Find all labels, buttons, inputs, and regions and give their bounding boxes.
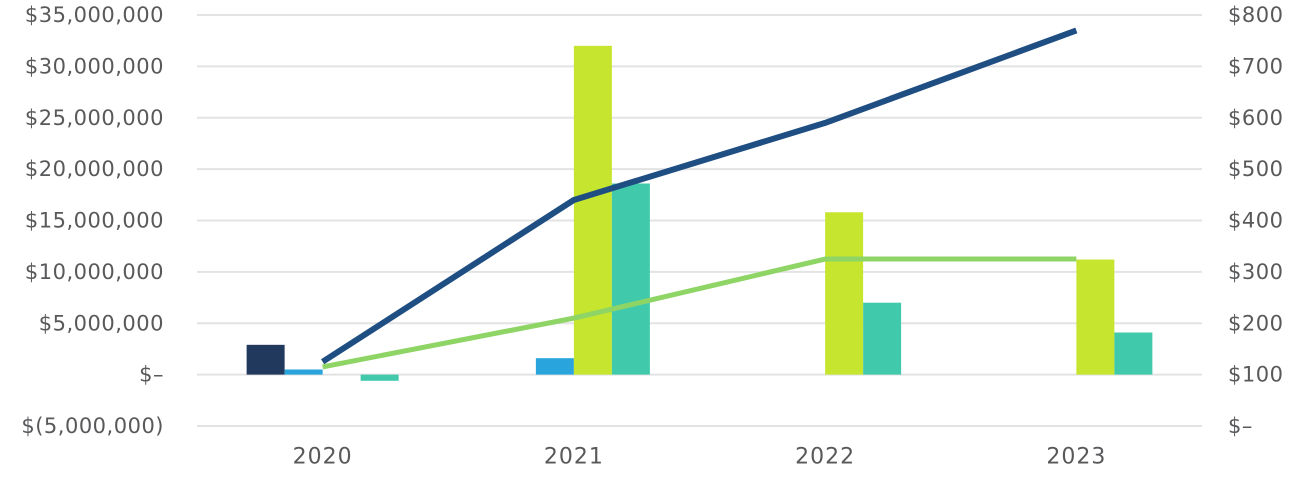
x-axis-label-2023: 2023: [1046, 445, 1106, 470]
bar-chartreuse-bars-2021: [573, 45, 612, 375]
right-axis-tick-label: $100: [1228, 363, 1283, 387]
left-axis-tick-label: $15,000,000: [25, 209, 164, 233]
left-axis-tick-label: $30,000,000: [25, 54, 164, 78]
bar-chartreuse-bars-2023: [1076, 259, 1115, 375]
right-axis-tick-label: $600: [1228, 106, 1283, 130]
green-line: [322, 256, 1077, 370]
left-axis-tick-label: $10,000,000: [25, 260, 164, 284]
x-axis-labels: 2020 2021 2022 2023: [293, 445, 1106, 470]
left-axis-tick-label: $–: [139, 363, 164, 387]
left-axis-tick-label: $5,000,000: [39, 311, 164, 335]
gridlines: [197, 14, 1202, 427]
right-axis-tick-label: $400: [1228, 209, 1283, 233]
right-axis-tick-label: $700: [1228, 54, 1283, 78]
bar-teal-bars-2022: [863, 302, 902, 375]
lines: [321, 27, 1078, 370]
bars: [246, 45, 1153, 381]
bar-blue-bars-2020: [284, 369, 323, 375]
left-axis-tick-label: $25,000,000: [25, 106, 164, 130]
right-axis-tick-label: $200: [1228, 311, 1283, 335]
right-axis-tick-label: $–: [1228, 414, 1253, 438]
bar-blue-bars-2021: [535, 358, 574, 375]
right-axis-tick-label: $300: [1228, 260, 1283, 284]
bar-teal-bars-2023: [1114, 332, 1153, 375]
navy-line: [321, 27, 1078, 365]
x-axis-label-2022: 2022: [795, 445, 855, 470]
x-axis-label-2021: 2021: [544, 445, 604, 470]
x-axis-label-2020: 2020: [293, 445, 353, 470]
right-axis-labels: $800 $700 $600 $500 $400 $300 $200 $100 $–: [1228, 3, 1283, 438]
right-axis-tick-label: $800: [1228, 3, 1283, 27]
bar-chartreuse-bars-2022: [825, 212, 864, 375]
bar-navy-bars-2020: [246, 344, 285, 375]
left-axis-tick-label: $(5,000,000): [21, 414, 164, 438]
left-axis-tick-label: $35,000,000: [25, 3, 164, 27]
right-axis-tick-label: $500: [1228, 157, 1283, 181]
bar-teal-bars-2021: [611, 183, 650, 375]
left-axis-tick-label: $20,000,000: [25, 157, 164, 181]
left-axis-labels: $35,000,000 $30,000,000 $25,000,000 $20,000…: [21, 3, 164, 438]
bar-teal-bars-2020: [360, 374, 399, 381]
